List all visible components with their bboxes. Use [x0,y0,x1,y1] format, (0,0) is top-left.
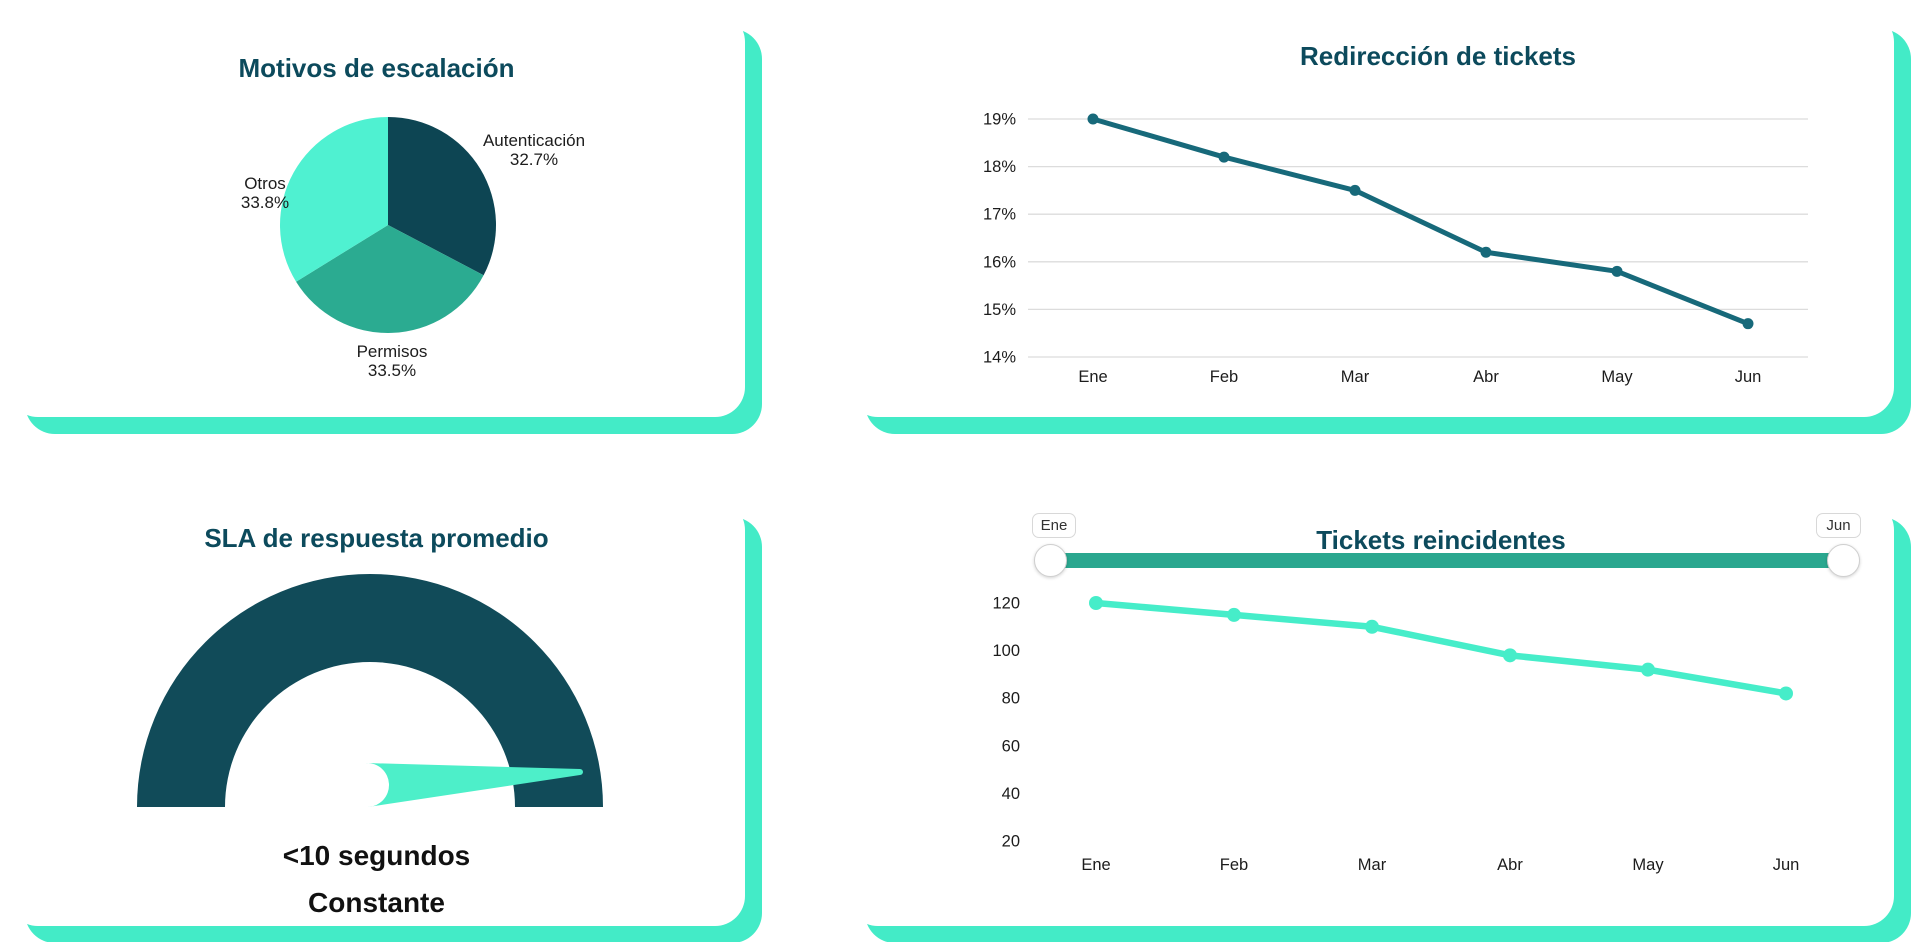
x-tick-label: Jun [1735,368,1762,386]
pie-label-autenticacion: Autenticación 32.7% [483,131,585,169]
card-redireccion-tickets: Redirección de tickets 19% 18% 17% 16% 15% 14… [848,12,1894,417]
y-tick-label: 120 [992,595,1020,613]
card-title-motivos: Motivos de escalación [238,53,515,83]
gauge-needle [366,762,583,807]
pie-label-value: 32.7% [509,150,559,169]
gauge-arc [137,574,603,807]
slider-handle-start[interactable] [1034,544,1067,577]
pie-slice-permisos [296,225,484,334]
x-tick-label: Feb [1220,856,1248,874]
gauge-value-text: <10 segundos [282,840,471,871]
gauge-chart [137,574,603,807]
pie-label-text: Otros [244,174,286,193]
slider-end-label: Jun [1816,513,1861,538]
pie-label-text: Autenticación [482,131,586,150]
card-motivos-escalacion: Motivos de escalación Autenticación 32.7… [8,12,745,417]
x-tick-label: Ene [1078,368,1107,386]
pie-slice-autenticación [388,117,496,276]
y-tick-label: 18% [983,158,1016,176]
pie-label-permisos: Permisos 33.5% [357,342,428,380]
y-tick-label: 20 [1002,833,1020,851]
card-sla-respuesta: SLA de respuesta promedio <10 segundos C… [8,500,745,926]
card-tickets-reincidentes: Tickets reincidentes 120 100 80 60 40 20 Ene Fe… [848,500,1894,926]
x-tick-label: Feb [1210,368,1238,386]
y-tick-label: 60 [1002,737,1020,755]
gauge-status-text: Constante [308,887,445,918]
pie-label-text: Permisos [356,342,428,361]
y-tick-label: 17% [983,206,1016,224]
pie-label-value: 33.8% [240,193,290,212]
y-tick-label: 14% [983,349,1016,367]
y-tick-label: 16% [983,253,1016,271]
y-tick-label: 100 [992,642,1020,660]
pie-label-otros: Otros 33.8% [241,174,289,212]
y-tick-label: 40 [1002,785,1020,803]
recurrent-line-chart: 120 100 80 60 40 20 Ene Feb Mar Abr May Jun [992,595,1800,875]
pie-label-value: 33.5% [367,361,417,380]
x-tick-label: May [1601,368,1633,386]
card-title-sla: SLA de respuesta promedio [204,523,549,553]
y-tick-label: 19% [983,111,1016,129]
slider-start-label: Ene [1032,513,1076,538]
x-tick-label: Abr [1497,856,1523,874]
x-tick-label: May [1632,856,1664,874]
y-tick-label: 80 [1002,690,1020,708]
x-tick-label: Jun [1773,856,1800,874]
x-tick-label: Ene [1081,856,1110,874]
x-tick-label: Abr [1473,368,1499,386]
x-tick-label: Mar [1341,368,1370,386]
card-title-redireccion: Redirección de tickets [1300,41,1576,71]
x-tick-label: Mar [1358,856,1387,874]
redirection-line-chart: 19% 18% 17% 16% 15% 14% Ene Feb Mar Abr May Jun [983,111,1808,386]
card-title-reincidentes: Tickets reincidentes [1316,525,1566,555]
y-tick-label: 15% [983,301,1016,319]
slider-handle-end[interactable] [1827,544,1860,577]
month-range-slider-track[interactable] [1050,553,1843,568]
pie-slice-otros [280,117,388,282]
pie-chart [280,117,496,334]
